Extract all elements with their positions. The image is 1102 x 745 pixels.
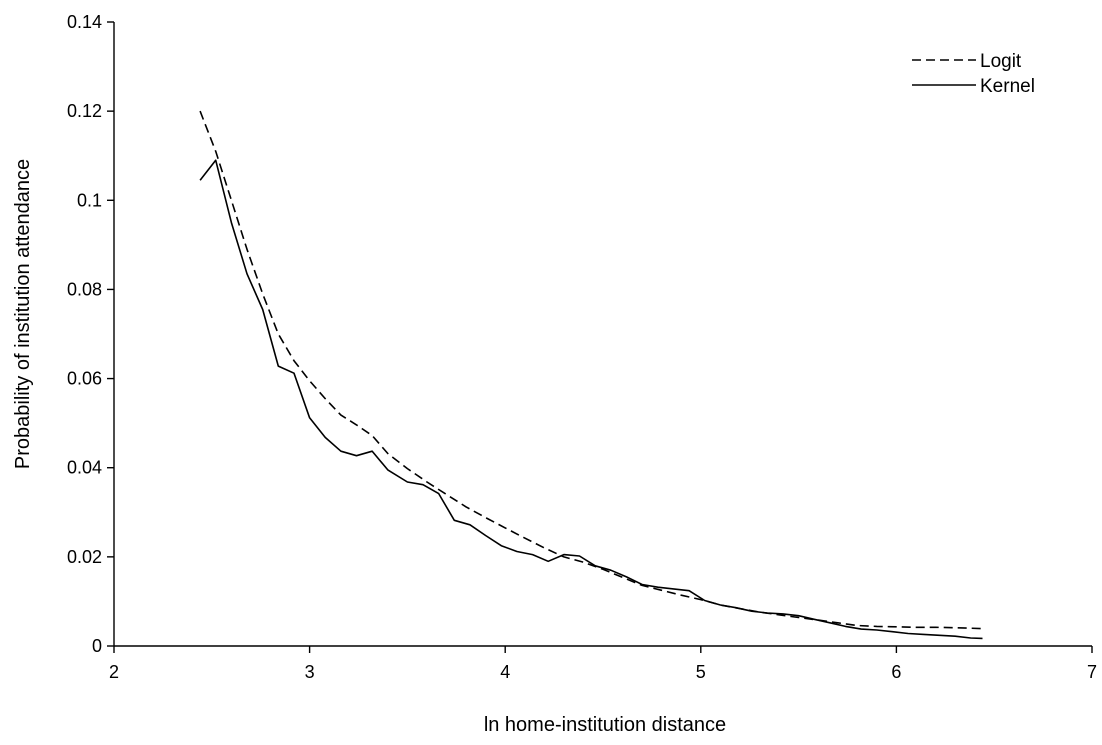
axes [113,22,1092,647]
series-line-logit [199,110,983,630]
y-tick-label: 0.06 [67,369,102,389]
y-tick-label: 0.1 [77,190,102,210]
x-tick-label: 3 [305,662,315,682]
y-tick-label: 0.02 [67,547,102,567]
y-axis-title: Probability of institution attendance [12,159,34,469]
y-tick-label: 0 [92,636,102,656]
y-tick-label: 0.04 [67,458,102,478]
tick-labels: 0 0.02 0.04 0.06 0.08 0.1 0.12 0.14 2 3 4 5 6 7 [67,12,1097,682]
tick-marks [107,21,1093,653]
x-tick-label: 7 [1087,662,1097,682]
y-tick-label: 0.08 [67,279,102,299]
y-tick-label: 0.14 [67,12,102,32]
x-tick-label: 6 [891,662,901,682]
x-axis-title: ln home-institution distance [484,714,726,736]
x-tick-label: 2 [109,662,119,682]
x-tick-label: 4 [500,662,510,682]
series-lines [199,110,983,640]
legend-label-logit: Logit [980,51,1022,72]
y-tick-label: 0.12 [67,101,102,121]
legend-label-kernel: Kernel [980,76,1035,97]
legend: Logit Kernel [912,51,1035,97]
series-line-kernel [199,159,983,640]
x-tick-label: 5 [696,662,706,682]
